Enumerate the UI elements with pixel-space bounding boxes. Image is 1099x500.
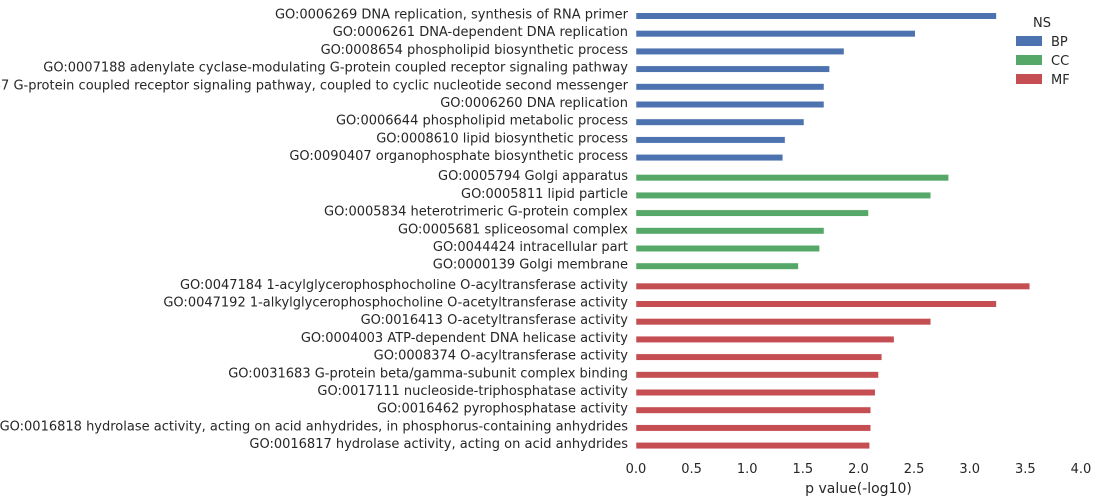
- x-tick-labels-group: 0.0 0.5 1.0 1.5 2.0 2.5 3.0 3.5 4.0: [626, 462, 1092, 477]
- x-tick-label-2: 1.0: [737, 462, 758, 477]
- legend-swatch-mf: [1016, 74, 1042, 84]
- x-tick-label-1: 0.5: [681, 462, 702, 477]
- bar-cc-11: [635, 209, 869, 217]
- category-label-19: GO:0008374 O-acyltransferase activity: [374, 349, 629, 364]
- bar-bp-3: [635, 65, 830, 73]
- x-tick-label-6: 3.0: [959, 462, 980, 477]
- category-label-20: GO:0031683 G-protein beta/gamma-subunit …: [228, 366, 628, 381]
- category-label-10: GO:0005811 lipid particle: [461, 187, 628, 202]
- legend-label-mf: MF: [1051, 73, 1070, 88]
- bar-cc-10: [635, 191, 932, 199]
- category-label-21: GO:0017111 nucleoside-triphosphatase act…: [317, 384, 628, 399]
- bar-mf-18: [635, 335, 895, 343]
- x-tick-label-3: 1.5: [793, 462, 814, 477]
- category-labels-group: GO:0006269 DNA replication, synthesis of…: [0, 8, 629, 453]
- x-tick-label-8: 4.0: [1071, 462, 1092, 477]
- category-label-12: GO:0005681 spliceosomal complex: [398, 222, 628, 237]
- bar-bp-4: [635, 83, 825, 91]
- category-label-6: GO:0006644 phospholipid metabolic proces…: [336, 114, 628, 129]
- category-label-17: GO:0016413 O-acetyltransferase activity: [361, 313, 629, 328]
- bar-mf-24: [635, 442, 870, 450]
- category-label-4: GO:0007187 G-protein coupled receptor si…: [0, 78, 629, 93]
- legend: NS BP CC MF: [1016, 16, 1070, 88]
- bar-cc-13: [635, 245, 820, 252]
- bar-bp-7: [635, 136, 786, 144]
- category-label-7: GO:0008610 lipid biosynthetic process: [376, 131, 628, 146]
- bars-group: [635, 12, 1031, 450]
- category-label-22: GO:0016462 pyrophosphatase activity: [377, 402, 628, 417]
- legend-title: NS: [1033, 16, 1051, 31]
- category-label-18: GO:0004003 ATP-dependent DNA helicase ac…: [301, 331, 628, 346]
- bar-mf-16: [635, 300, 997, 308]
- bar-bp-2: [635, 47, 845, 55]
- x-tick-label-7: 3.5: [1015, 462, 1036, 477]
- category-label-11: GO:0005834 heterotrimeric G-protein comp…: [324, 205, 628, 220]
- category-label-15: GO:0047184 1-acylglycerophosphocholine O…: [180, 278, 628, 293]
- category-label-5: GO:0006260 DNA replication: [440, 96, 628, 111]
- category-label-24: GO:0016817 hydrolase activity, acting on…: [249, 437, 628, 452]
- bar-cc-9: [635, 174, 949, 182]
- bar-bp-8: [635, 154, 784, 162]
- category-label-23: GO:0016818 hydrolase activity, acting on…: [0, 419, 628, 434]
- bar-mf-15: [635, 282, 1031, 290]
- bar-mf-19: [635, 353, 883, 361]
- legend-swatch-cc: [1016, 55, 1042, 65]
- category-label-3: GO:0007188 adenylate cyclase-modulating …: [43, 61, 628, 76]
- category-label-2: GO:0008654 phospholipid biosynthetic pro…: [321, 43, 629, 58]
- category-label-16: GO:0047192 1-alkylglycerophosphocholine …: [163, 296, 628, 311]
- bar-bp-0: [635, 12, 997, 20]
- bar-bp-5: [635, 101, 825, 108]
- bar-mf-22: [635, 406, 871, 414]
- x-axis-label: p value(-log10): [805, 481, 912, 497]
- legend-label-cc: CC: [1051, 54, 1069, 69]
- bar-bp-6: [635, 118, 805, 126]
- x-tick-label-4: 2.0: [848, 462, 869, 477]
- legend-label-bp: BP: [1051, 35, 1068, 50]
- bar-mf-21: [635, 389, 876, 396]
- bar-bp-1: [635, 30, 916, 38]
- x-tick-label-0: 0.0: [626, 462, 647, 477]
- x-tick-label-5: 2.5: [904, 462, 925, 477]
- category-label-1: GO:0006261 DNA-dependent DNA replication: [333, 25, 628, 40]
- category-label-14: GO:0000139 Golgi membrane: [433, 258, 628, 273]
- legend-entries: BP CC MF: [1016, 35, 1070, 88]
- bar-mf-20: [635, 371, 879, 379]
- bar-mf-23: [635, 424, 871, 432]
- category-label-0: GO:0006269 DNA replication, synthesis of…: [275, 8, 629, 23]
- bar-cc-12: [635, 227, 825, 235]
- category-label-9: GO:0005794 Golgi apparatus: [438, 169, 628, 184]
- bar-cc-14: [635, 262, 799, 270]
- legend-swatch-bp: [1016, 36, 1042, 46]
- category-label-8: GO:0090407 organophosphate biosynthetic …: [289, 149, 628, 164]
- bar-mf-17: [635, 318, 932, 326]
- category-label-13: GO:0044424 intracellular part: [433, 240, 628, 255]
